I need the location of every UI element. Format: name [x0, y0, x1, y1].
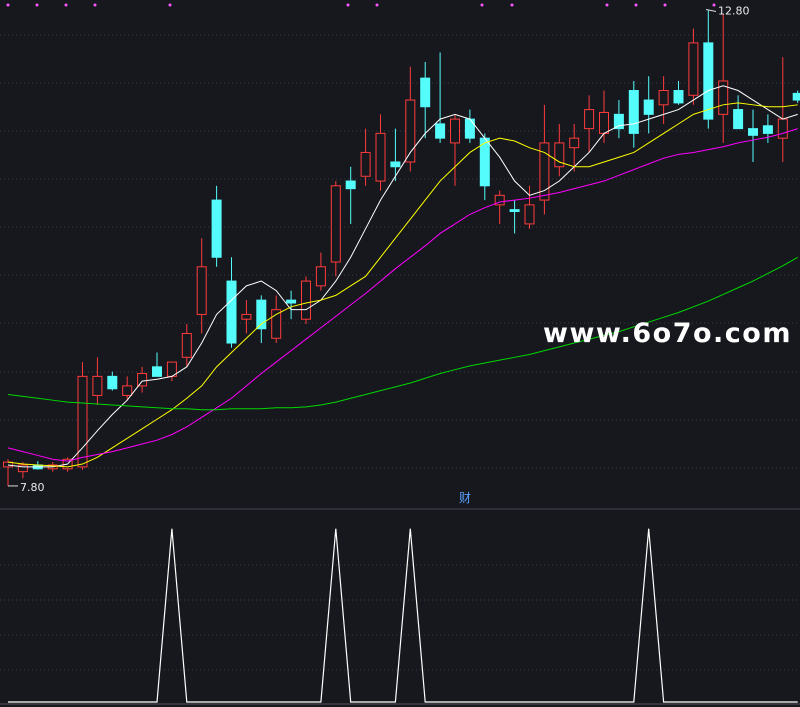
candle-body [345, 180, 356, 190]
indicator-line [8, 528, 798, 703]
candle-body [390, 161, 401, 168]
candle-body [271, 309, 282, 339]
candle-body [628, 90, 639, 134]
candle-body [360, 151, 371, 177]
candle-body [777, 118, 788, 139]
candle-body [613, 113, 624, 130]
candle-body [792, 92, 800, 101]
candle-body [673, 90, 684, 104]
candle-body [122, 385, 133, 396]
top-dots [6, 3, 716, 7]
candle-body [152, 366, 162, 377]
candle-body [435, 123, 446, 139]
candle-body [584, 109, 595, 130]
candle-body [107, 375, 118, 390]
candle-body [718, 80, 729, 115]
annotation-line [705, 9, 717, 13]
candle-body [450, 118, 460, 144]
candle-body [703, 42, 714, 120]
candle-body [315, 266, 326, 287]
candle-body [733, 109, 744, 130]
candle-body [464, 118, 475, 139]
moving-average [7, 85, 798, 468]
candle-body [762, 125, 773, 134]
candle-body [524, 204, 535, 225]
moving-average [7, 102, 798, 468]
candle-body [539, 142, 550, 201]
indicator-title: 财 [459, 491, 471, 505]
candle-body [688, 42, 699, 96]
annotation-label: 12.80 [718, 5, 750, 18]
watermark: www.6o7o.com [543, 318, 792, 349]
candle-body [554, 142, 565, 168]
candle-body [181, 332, 192, 358]
candle-body [17, 464, 28, 473]
candle-body [92, 375, 103, 396]
candle-body [569, 137, 580, 149]
candle-body [256, 299, 267, 330]
candle-body [375, 132, 386, 182]
candle-body [405, 99, 416, 163]
candle-body [643, 99, 654, 115]
moving-average [7, 128, 798, 462]
candle-body [509, 209, 520, 213]
candle-body [137, 373, 148, 387]
candle-body [196, 266, 207, 315]
candle-body [301, 280, 311, 320]
candle-body [241, 313, 252, 320]
annotation-label: 7.80 [20, 481, 45, 494]
candle-body [599, 111, 609, 134]
candle-body [226, 280, 237, 344]
candle-body [494, 194, 505, 206]
candle-body [748, 128, 758, 136]
moving-average [7, 256, 798, 411]
candle-body [420, 77, 431, 108]
candle-body [286, 299, 297, 304]
candle-body [658, 90, 669, 106]
candle-body [330, 185, 341, 263]
candle-body [211, 199, 222, 258]
candle-body [77, 375, 88, 468]
